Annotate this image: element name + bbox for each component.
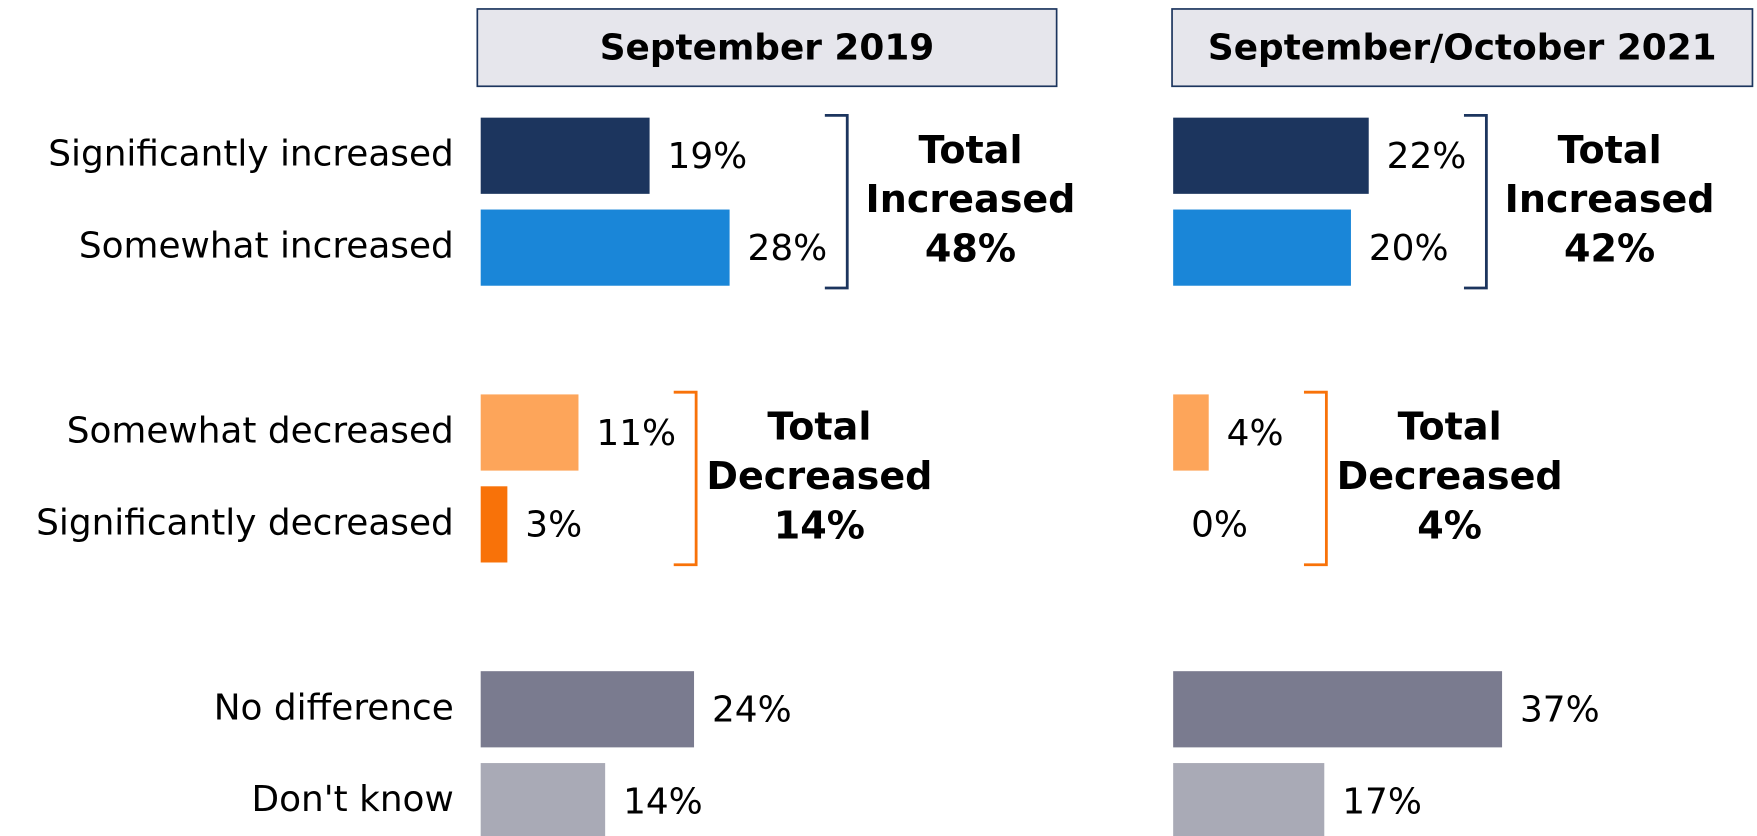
total-label: Total bbox=[1558, 128, 1662, 172]
total-value: 48% bbox=[925, 226, 1016, 270]
category-label: Significantly increased bbox=[48, 134, 454, 175]
total-label: Decreased bbox=[1337, 454, 1563, 498]
value-label: 24% bbox=[712, 690, 792, 731]
category-label: Don't know bbox=[252, 779, 454, 820]
bar bbox=[1173, 117, 1369, 194]
value-label: 3% bbox=[525, 505, 582, 546]
chart-body: September 2019 Significantly increased Som… bbox=[36, 8, 1754, 836]
panel-title: September 2019 bbox=[600, 27, 934, 68]
total-label: Total bbox=[767, 405, 871, 449]
total-label: Decreased bbox=[706, 454, 932, 498]
bar bbox=[1173, 671, 1503, 748]
value-label: 11% bbox=[596, 413, 676, 454]
value-label: 37% bbox=[1520, 690, 1600, 731]
total-value: 42% bbox=[1564, 226, 1655, 270]
total-label: Increased bbox=[1505, 177, 1715, 221]
bracket bbox=[1463, 114, 1488, 290]
bar bbox=[480, 763, 606, 836]
category-label: No difference bbox=[214, 687, 454, 728]
category-label: Somewhat decreased bbox=[67, 411, 454, 452]
panel-header bbox=[476, 8, 1058, 88]
bar bbox=[1173, 394, 1209, 471]
panel-title: September/October 2021 bbox=[1208, 27, 1717, 68]
total-label: Total bbox=[918, 128, 1022, 172]
value-label: 14% bbox=[623, 781, 703, 822]
bar bbox=[480, 486, 508, 563]
bar bbox=[480, 394, 579, 471]
value-label: 0% bbox=[1191, 505, 1248, 546]
total-label: Total bbox=[1398, 405, 1502, 449]
bar bbox=[480, 117, 650, 194]
bracket bbox=[673, 390, 698, 567]
bar bbox=[1173, 209, 1351, 286]
bar bbox=[480, 671, 695, 748]
bracket bbox=[1303, 390, 1328, 567]
value-label: 4% bbox=[1227, 413, 1284, 454]
value-label: 19% bbox=[668, 136, 748, 177]
total-value: 4% bbox=[1417, 503, 1482, 547]
value-label: 17% bbox=[1342, 781, 1422, 822]
total-value: 14% bbox=[774, 503, 865, 547]
value-label: 28% bbox=[748, 228, 828, 269]
category-label: Significantly decreased bbox=[36, 502, 454, 543]
category-label: Somewhat increased bbox=[79, 226, 454, 267]
total-label: Increased bbox=[866, 177, 1076, 221]
panel-header bbox=[1171, 8, 1754, 88]
bar bbox=[1173, 763, 1325, 836]
bracket bbox=[824, 114, 849, 290]
value-label: 22% bbox=[1387, 136, 1467, 177]
bar bbox=[480, 209, 730, 286]
value-label: 20% bbox=[1369, 228, 1449, 269]
